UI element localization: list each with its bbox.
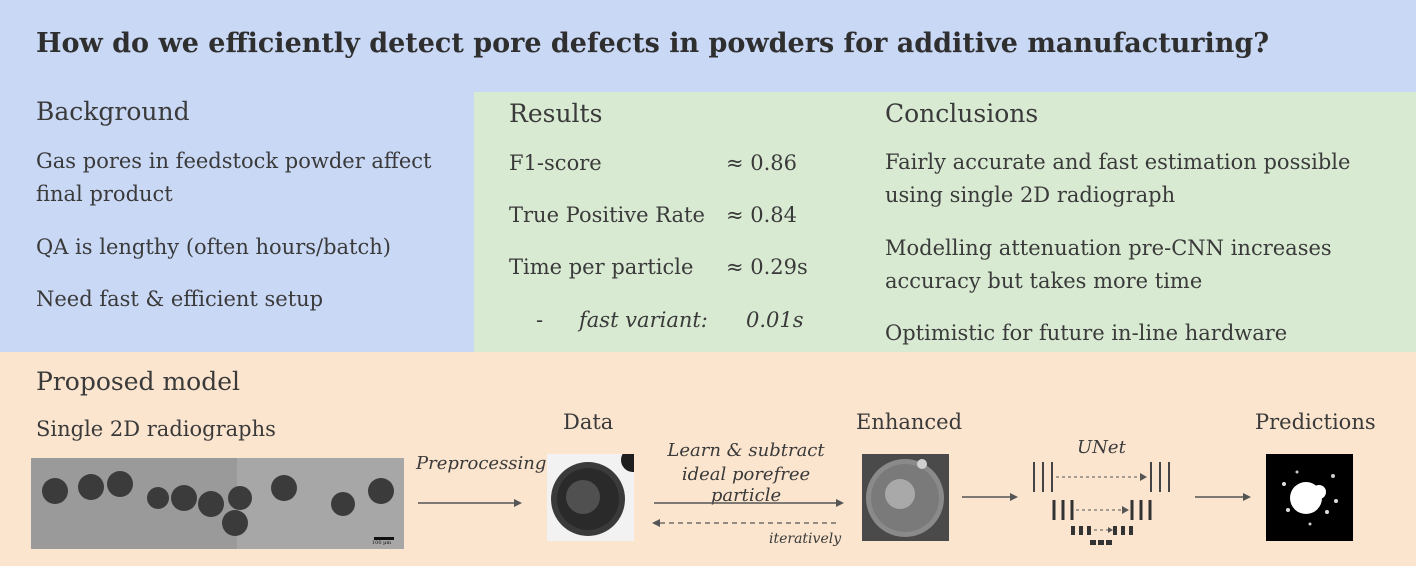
unet-diagram	[1033, 462, 1170, 545]
results-heading: Results	[509, 99, 603, 128]
result-value-f1: ≈ 0.86	[726, 151, 798, 175]
data-particle-image	[547, 448, 645, 541]
conclusion-item-1: Fairly accurate and fast estimation poss…	[885, 150, 1351, 207]
result-label-time: Time per particle	[509, 255, 694, 279]
page-title: How do we efficiently detect pore defect…	[36, 28, 1270, 59]
enhanced-particle-image	[862, 454, 949, 541]
results-conclusions-panel	[474, 92, 1416, 352]
background-heading: Background	[36, 97, 190, 126]
learn-subtract-label-1: Learn & subtract	[667, 440, 825, 461]
conclusions-heading: Conclusions	[885, 99, 1039, 128]
result-sub-value: 0.01s	[746, 308, 804, 332]
background-item-2: QA is lengthy (often hours/batch)	[36, 235, 391, 259]
conclusion-item-3: Optimistic for future in-line hardware	[885, 321, 1288, 345]
data-label: Data	[563, 410, 614, 434]
background-item-1: Gas pores in feedstock powder affect fin…	[36, 149, 432, 206]
result-value-time: ≈ 0.29s	[726, 255, 808, 279]
result-sub-dash: -	[536, 308, 544, 332]
unet-to-predictions-arrow	[1195, 493, 1251, 501]
result-label-f1: F1-score	[509, 151, 602, 175]
scale-bar-label: 100 µm	[372, 540, 392, 546]
predictions-image	[1266, 454, 1353, 541]
result-sub-label: fast variant:	[579, 308, 708, 332]
unet-label: UNet	[1077, 437, 1126, 458]
proposed-model-heading: Proposed model	[36, 367, 241, 396]
preprocessing-arrow	[418, 499, 522, 507]
preprocessing-label: Preprocessing	[416, 453, 547, 474]
enhanced-to-unet-arrow	[962, 493, 1018, 501]
predictions-label: Predictions	[1255, 410, 1376, 434]
conclusion-item-2: Modelling attenuation pre-CNN increases …	[885, 236, 1332, 293]
radiograph-strip: 100 µm	[31, 458, 404, 549]
radiographs-label: Single 2D radiographs	[36, 417, 276, 441]
background-item-3: Need fast & efficient setup	[36, 287, 324, 311]
result-label-tpr: True Positive Rate	[509, 203, 705, 227]
iteratively-arrow	[652, 519, 840, 527]
iteratively-label: iteratively	[769, 531, 842, 547]
result-value-tpr: ≈ 0.84	[726, 203, 798, 227]
learn-subtract-arrow	[654, 499, 844, 507]
enhanced-label: Enhanced	[856, 410, 963, 434]
learn-subtract-label-2: ideal porefree particle	[681, 464, 811, 506]
